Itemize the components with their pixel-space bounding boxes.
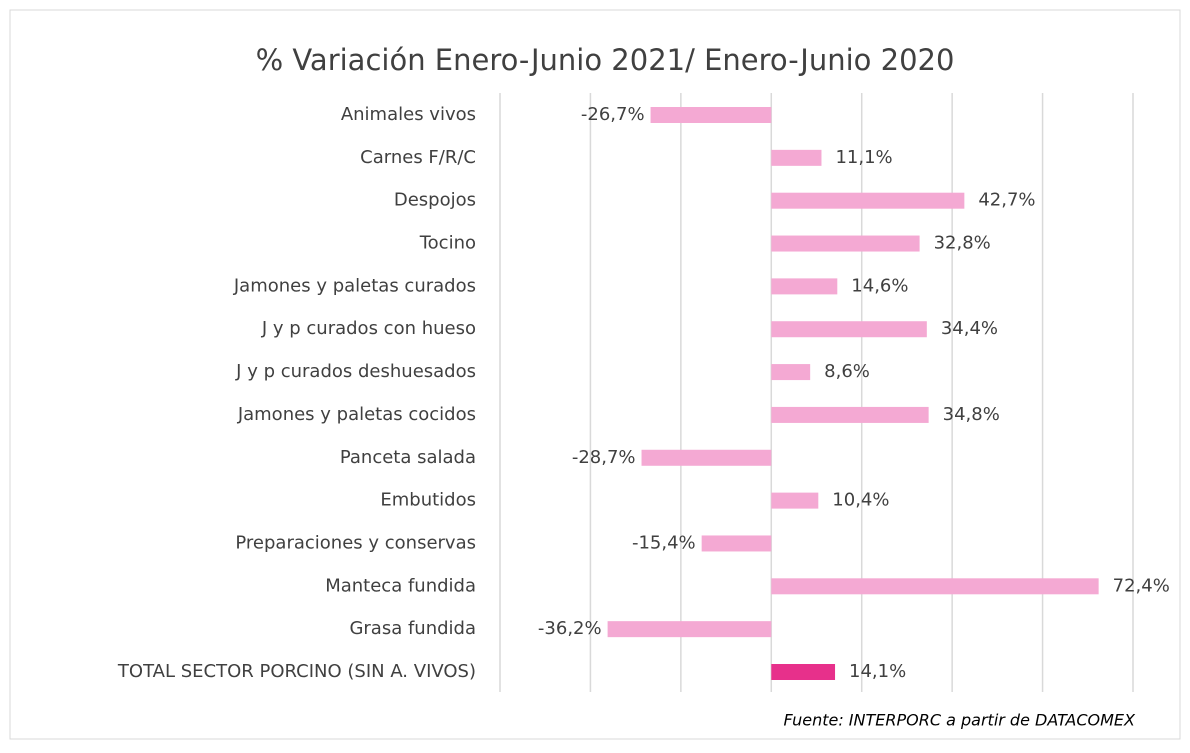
category-label: Manteca fundida (325, 575, 476, 596)
data-label: 8,6% (824, 361, 870, 382)
category-label: Despojos (394, 190, 476, 211)
bar (771, 235, 920, 252)
category-label: Carnes F/R/C (360, 147, 476, 168)
bar (771, 192, 965, 209)
data-label: -15,4% (632, 532, 696, 553)
bar (771, 149, 822, 166)
chart-border (9, 9, 1181, 740)
category-label: Animales vivos (341, 104, 476, 125)
bar (771, 406, 929, 423)
bar (771, 278, 838, 295)
category-label: Preparaciones y conservas (235, 532, 476, 553)
data-label: 11,1% (835, 147, 892, 168)
data-label: -28,7% (572, 447, 636, 468)
category-label: Tocino (419, 233, 476, 254)
data-label: -26,7% (581, 104, 645, 125)
bar (701, 535, 772, 552)
category-label: Jamones y paletas curados (233, 275, 476, 296)
bar (607, 621, 772, 638)
category-label: Panceta salada (340, 447, 476, 468)
bar (771, 364, 811, 381)
category-label: J y p curados deshuesados (235, 361, 476, 382)
bar (641, 449, 772, 466)
category-label: Embutidos (380, 490, 476, 511)
category-label: J y p curados con hueso (261, 318, 476, 339)
source-note: Fuente: INTERPORC a partir de DATACOMEX (784, 711, 1137, 730)
bar (771, 321, 927, 338)
category-label: Jamones y paletas cocidos (237, 404, 476, 425)
bar (771, 578, 1099, 595)
category-label: TOTAL SECTOR PORCINO (SIN A. VIVOS) (117, 661, 476, 682)
data-label: 14,6% (851, 275, 908, 296)
data-label: 14,1% (849, 661, 906, 682)
data-label: -36,2% (538, 618, 602, 639)
data-label: 32,8% (934, 233, 991, 254)
data-label: 42,7% (978, 190, 1035, 211)
bar (771, 492, 819, 509)
data-label: 10,4% (832, 490, 889, 511)
data-label: 34,4% (941, 318, 998, 339)
bar (771, 664, 836, 680)
bar (650, 107, 772, 123)
category-label: Grasa fundida (349, 618, 476, 639)
data-label: 72,4% (1113, 575, 1170, 596)
data-label: 34,8% (943, 404, 1000, 425)
chart-title: % Variación Enero-Junio 2021/ Enero-Juni… (256, 43, 955, 77)
